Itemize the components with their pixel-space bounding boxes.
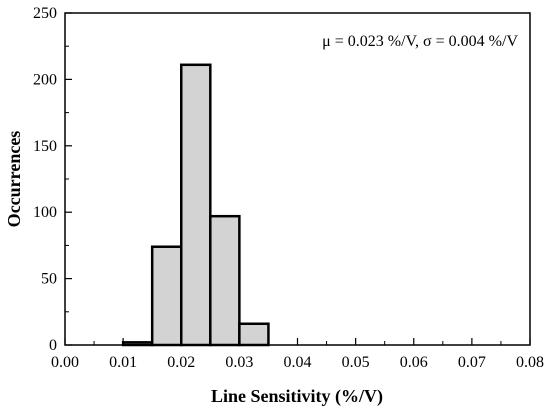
- x-tick-label: 0.04: [284, 354, 312, 371]
- x-axis-title: Line Sensitivity (%/V): [211, 386, 383, 407]
- histogram-bar: [150, 245, 183, 347]
- y-tick-label: 150: [33, 138, 57, 155]
- bars-group: [121, 63, 270, 347]
- x-tick-label: 0.00: [51, 354, 79, 371]
- histogram-bar: [238, 322, 270, 347]
- tick-labels-group: 0.00 0.01 0.02 0.03 0.04 0.05 0.06 0.07 0.08 0 50 1…: [33, 5, 544, 371]
- ticks-group: [64, 12, 531, 346]
- histogram-bar: [180, 63, 212, 347]
- x-tick-label: 0.02: [167, 354, 195, 371]
- y-tick-label: 50: [41, 271, 57, 288]
- histogram-bar: [209, 214, 241, 347]
- y-tick-label: 250: [33, 5, 57, 22]
- y-tick-label: 100: [33, 204, 57, 221]
- x-tick-label: 0.07: [458, 354, 486, 371]
- x-tick-label: 0.05: [342, 354, 370, 371]
- y-tick-label: 0: [49, 337, 57, 354]
- y-tick-label: 200: [33, 71, 57, 88]
- plot-frame: [64, 12, 531, 346]
- x-tick-label: 0.06: [400, 354, 428, 371]
- x-tick-label: 0.08: [516, 354, 544, 371]
- x-tick-label: 0.01: [109, 354, 137, 371]
- y-axis-title: Occurrences: [4, 131, 24, 228]
- x-tick-label: 0.03: [225, 354, 253, 371]
- stats-annotation: μ = 0.023 %/V, σ = 0.004 %/V: [322, 33, 518, 50]
